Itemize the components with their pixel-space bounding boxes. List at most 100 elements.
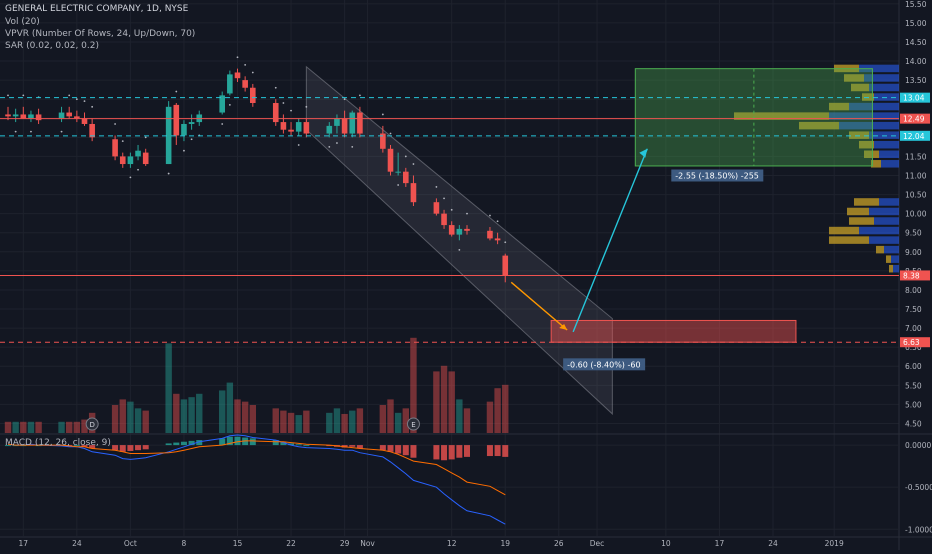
candle-body (142, 152, 149, 165)
chart-title: GENERAL ELECTRIC COMPANY, 1D, NYSE (5, 4, 189, 14)
macd-histogram-bar (486, 445, 493, 457)
macd-histogram-bar (173, 442, 180, 446)
sar-dot (404, 155, 407, 158)
candle-body (135, 150, 141, 157)
vpvr-bar-up (849, 102, 899, 111)
target-label-bg (671, 169, 764, 182)
volume-bar (20, 421, 27, 433)
loss-box (550, 319, 797, 343)
macd-histogram-bar (349, 445, 356, 447)
macd-histogram-bar (119, 445, 126, 452)
candle-body (334, 118, 340, 126)
candle-body (181, 123, 187, 136)
candle-body (494, 238, 501, 241)
event-marker-label: E (411, 421, 415, 429)
candle-body (433, 202, 440, 214)
price-tick-label: 15.50 (905, 0, 927, 9)
sar-dot (504, 241, 507, 244)
sar-dot (274, 86, 277, 89)
volume-bar (249, 405, 256, 433)
vpvr-bar-down (854, 198, 879, 206)
macd-tick-label: -0.5000 (905, 483, 932, 492)
candle-body (219, 95, 225, 113)
vpvr-bar-down (862, 93, 874, 101)
sar-dot (167, 172, 170, 175)
volume-bar (287, 412, 295, 433)
sar-dot (7, 94, 9, 97)
macd-histogram-bar (288, 443, 295, 446)
volume-bar (241, 401, 249, 433)
macd-histogram-bar (196, 440, 203, 446)
macd-histogram-bar (5, 445, 11, 447)
date-tick-label: Dec (590, 539, 605, 548)
sar-dot (175, 90, 178, 93)
volume-bar (333, 408, 341, 433)
vpvr-bar-down (876, 245, 884, 254)
volume-bar (73, 421, 81, 433)
price-tick-label: 15.00 (905, 19, 927, 28)
candle-body (341, 118, 348, 134)
price-tick-label: 5.50 (905, 381, 922, 390)
macd-histogram-bar (142, 445, 149, 450)
event-marker (406, 417, 420, 431)
vpvr-bar-down (859, 140, 874, 149)
sar-dot (412, 163, 415, 165)
cyan-arrow (572, 148, 648, 333)
macd-histogram-bar (395, 445, 402, 454)
price-tick-label: 11.00 (905, 171, 927, 180)
price-label-bg (900, 270, 930, 281)
price-label-bg (900, 92, 930, 103)
candle-body (464, 228, 470, 231)
price-tick-label: 5.00 (905, 400, 922, 409)
macd-histogram-bar (502, 445, 509, 457)
sar-dot (496, 220, 499, 223)
vpvr-bar-down (847, 207, 869, 216)
volume-bar (119, 399, 126, 433)
vpvr-bar-up (859, 64, 899, 73)
macd-histogram-bar (295, 444, 302, 446)
volume-bar (394, 412, 402, 433)
price-tick-label: 8.00 (905, 286, 922, 295)
volume-bar (134, 408, 142, 433)
candle-body (112, 139, 118, 157)
volume-bar (356, 408, 364, 433)
candle-body (280, 122, 287, 130)
macd-histogram-bar (127, 445, 134, 451)
volume-bar (196, 393, 203, 433)
volume-bar (502, 384, 509, 433)
vpvr-bar-down (886, 255, 891, 263)
vpvr-bar-up (839, 121, 899, 130)
macd-histogram-bar (448, 445, 455, 460)
date-tick-label: 15 (233, 539, 243, 548)
candle-body (403, 171, 409, 184)
volume-bar (66, 421, 73, 433)
macd-tick-label: 0.0000 (905, 441, 931, 450)
price-label: 12.04 (903, 132, 925, 141)
candle-body (66, 112, 72, 117)
date-tick-label: 24 (768, 539, 778, 548)
macd-tick-label: -1.0000 (905, 525, 932, 534)
vpvr-bar-up (869, 236, 899, 244)
sar-dot (221, 123, 224, 125)
macd-histogram-bar (112, 445, 119, 451)
vpvr-bar-down (844, 74, 864, 82)
macd-histogram-bar (280, 441, 287, 446)
orange-arrow (510, 281, 568, 331)
sar-dot (30, 130, 32, 133)
volume-bar (12, 421, 19, 433)
vpvr-bar-up (874, 217, 899, 225)
sar-dot (236, 56, 239, 59)
vpvr-bar-up (874, 93, 899, 101)
macd-histogram-bar (402, 445, 409, 456)
vpvr-bar-down (849, 131, 869, 139)
date-tick-label: 29 (340, 539, 350, 548)
date-tick-label: 24 (72, 539, 82, 548)
sar-dot (351, 145, 354, 148)
macd-histogram-bar (456, 445, 463, 458)
volume-bar (234, 399, 241, 433)
price-label-bg (900, 113, 930, 124)
orange-arrowhead (559, 323, 568, 330)
vpvr-bar-down (829, 226, 859, 235)
